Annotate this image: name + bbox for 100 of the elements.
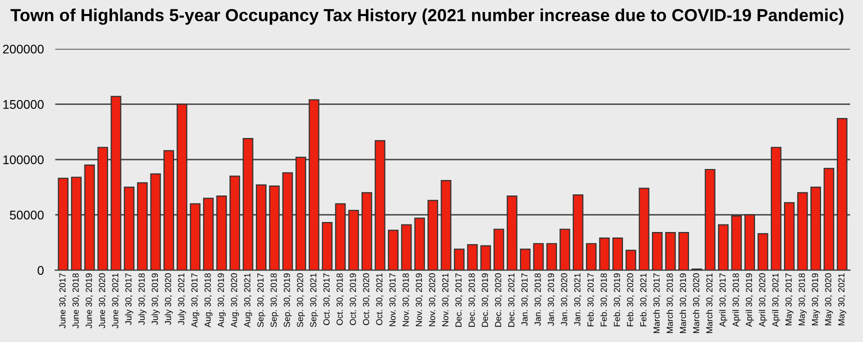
bar <box>203 198 214 270</box>
x-tick-label: Sep. 30, 2017 <box>257 273 266 328</box>
x-tick-label: Nov. 30, 2020 <box>428 273 436 326</box>
bar <box>137 182 148 270</box>
bar <box>282 172 293 270</box>
x-tick-label: July 30, 2017 <box>125 273 134 325</box>
x-tick-label: May 30, 2018 <box>798 273 807 326</box>
bar <box>110 96 122 270</box>
bar <box>506 196 518 270</box>
bar <box>388 230 399 270</box>
x-tick-label: Dec. 30, 2019 <box>482 273 490 327</box>
bar <box>428 200 438 270</box>
x-tick-label: Nov. 30, 2018 <box>402 273 410 326</box>
x-tick-label: Jan. 30, 2018 <box>534 273 542 326</box>
bar <box>612 238 623 270</box>
bar <box>638 188 650 270</box>
x-tick-label: Feb. 30, 2017 <box>587 273 595 326</box>
x-tick-label: Jan. 30, 2019 <box>548 273 556 326</box>
x-tick-label: Dec. 30, 2020 <box>495 273 502 327</box>
bar <box>58 178 68 270</box>
bar <box>335 203 346 270</box>
x-tick-label: Aug. 30, 2021 <box>244 273 252 328</box>
bar <box>190 203 200 270</box>
x-tick-label: May 30, 2020 <box>825 273 834 326</box>
y-tick-label: 50000 <box>10 210 44 220</box>
x-tick-label: April 30, 2018 <box>732 273 741 327</box>
x-tick-label: Oct. 30, 2019 <box>350 273 358 326</box>
bar <box>572 194 584 270</box>
x-tick-label: Sep. 30, 2020 <box>296 273 305 328</box>
x-tick-label: June 30, 2021 <box>112 273 120 328</box>
x-tick-label: Feb. 30, 2018 <box>600 273 608 326</box>
bar <box>810 186 822 270</box>
x-tick-label: May 30, 2017 <box>785 273 794 326</box>
x-tick-label: March 30, 2021 <box>706 273 714 334</box>
x-tick-label: Aug. 30, 2020 <box>230 273 239 328</box>
bar <box>599 238 610 270</box>
bar <box>269 186 280 270</box>
bar <box>401 224 412 270</box>
bar <box>626 250 636 270</box>
bar <box>124 186 134 270</box>
x-tick-label: April 30, 2017 <box>719 273 728 327</box>
bar <box>229 176 240 270</box>
x-tick-label: Nov. 30, 2017 <box>389 273 397 326</box>
bar <box>824 168 834 270</box>
x-tick-label: Sep. 30, 2019 <box>284 273 292 328</box>
chart-title: Town of Highlands 5-year Occupancy Tax History (2021 number increase due to COVID-19 Pandemic) <box>10 8 844 25</box>
bar <box>665 232 676 270</box>
bar <box>467 244 478 270</box>
bar <box>784 202 795 270</box>
x-tick-label: May 30, 2021 <box>838 273 846 326</box>
y-tick-label: 200000 <box>3 44 44 54</box>
bar <box>414 218 425 270</box>
x-tick-label: May 30, 2019 <box>812 273 820 326</box>
x-tick-label: Sep. 30, 2021 <box>310 273 318 328</box>
bar <box>242 138 254 270</box>
bar <box>322 222 333 270</box>
bar <box>296 156 306 270</box>
x-tick-label: Jan. 30, 2020 <box>561 273 568 326</box>
bar <box>770 146 782 270</box>
bar <box>480 245 491 270</box>
bar <box>652 232 663 270</box>
bar <box>520 248 531 270</box>
x-tick-label: Oct. 30, 2021 <box>376 273 384 326</box>
y-tick-label: 100000 <box>3 155 44 164</box>
x-tick-label: March 30, 2018 <box>666 273 674 334</box>
x-tick-label: Jan. 30, 2021 <box>574 273 582 326</box>
bar <box>454 248 465 270</box>
x-tick-label: Feb. 30, 2020 <box>626 273 634 326</box>
bar <box>163 150 174 270</box>
bar <box>176 104 188 270</box>
x-tick-label: Jan. 30, 2017 <box>521 273 529 326</box>
bar <box>678 232 690 270</box>
x-tick-label: Feb. 30, 2019 <box>614 273 622 326</box>
bar <box>533 243 544 270</box>
bar <box>362 192 372 270</box>
bar <box>718 224 729 270</box>
y-tick-label: 0 <box>38 266 44 275</box>
x-tick-label: July 30, 2021 <box>178 273 186 325</box>
bar <box>560 228 570 270</box>
x-tick-label: Dec. 30, 2021 <box>508 273 516 327</box>
bar <box>494 228 504 270</box>
bar <box>758 233 768 270</box>
x-tick-label: June 30, 2018 <box>72 273 80 328</box>
bar <box>216 196 227 270</box>
x-tick-label: April 30, 2021 <box>772 273 780 327</box>
x-tick-label: June 30, 2019 <box>86 273 93 328</box>
bar <box>440 180 452 270</box>
x-tick-label: Nov. 30, 2021 <box>442 273 450 326</box>
x-tick-label: July 30, 2020 <box>164 273 173 325</box>
x-tick-label: Dec. 30, 2018 <box>468 273 476 327</box>
bar <box>704 168 716 270</box>
bar <box>71 176 82 270</box>
x-tick-label: June 30, 2017 <box>59 273 67 328</box>
bar <box>308 99 320 270</box>
x-tick-label: June 30, 2020 <box>98 273 106 328</box>
x-tick-label: Sep. 30, 2018 <box>270 273 278 328</box>
x-tick-label: March 30, 2020 <box>692 273 700 334</box>
y-tick-label: 150000 <box>3 100 44 109</box>
bar <box>97 146 108 270</box>
bar <box>84 164 95 270</box>
